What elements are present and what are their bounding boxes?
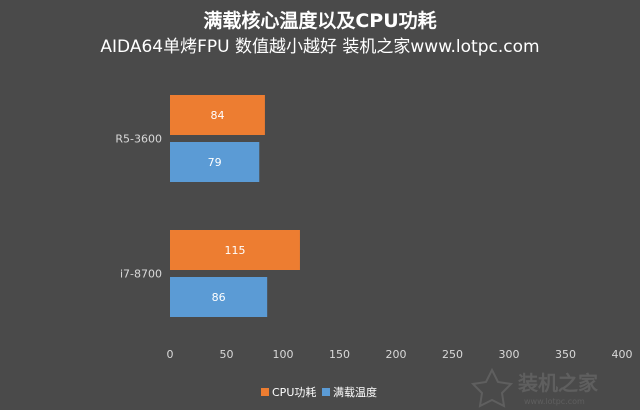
category-labels: R5-3600 i7-8700: [115, 133, 162, 281]
legend-label-load-temp: 满载温度: [333, 385, 377, 399]
x-tick-label: 350: [555, 348, 576, 361]
watermark-text: 装机之家: [517, 371, 599, 395]
chart-title: 满载核心温度以及CPU功耗: [203, 9, 436, 32]
bar-R5-3600-series-1: [170, 142, 260, 182]
x-tick-label: 150: [329, 348, 350, 361]
bar-value-label: 79: [208, 156, 222, 169]
x-tick-label: 400: [612, 348, 633, 361]
bar-R5-3600-series-0: [170, 95, 265, 135]
category-label: i7-8700: [120, 268, 162, 281]
x-tick-label: 0: [167, 348, 174, 361]
watermark-star-icon: [470, 367, 514, 408]
bars-group: 84 79 115 86: [170, 95, 300, 317]
legend: CPU功耗 满载温度: [261, 385, 377, 399]
x-tick-label: 250: [442, 348, 463, 361]
chart-subtitle: AIDA64单烤FPU 数值越小越好 装机之家www.lotpc.com: [100, 37, 539, 57]
x-tick-label: 300: [499, 348, 520, 361]
legend-label-cpu-power: CPU功耗: [272, 386, 316, 399]
legend-swatch-load-temp: [322, 388, 330, 396]
watermark: 装机之家 www.lotpc.com: [470, 367, 599, 408]
watermark-url: www.lotpc.com: [524, 397, 585, 406]
category-label: R5-3600: [115, 133, 162, 146]
bar-value-label: 86: [212, 291, 226, 304]
bar-value-label: 115: [224, 244, 245, 257]
bar-i7-8700-series-0: [170, 230, 300, 270]
x-axis-ticks: 0 50 100 150 200 250 300 350 400: [167, 348, 633, 361]
bar-value-label: 84: [210, 109, 224, 122]
x-tick-label: 50: [220, 348, 234, 361]
x-tick-label: 200: [386, 348, 407, 361]
bar-i7-8700-series-1: [170, 277, 268, 317]
legend-swatch-cpu-power: [261, 388, 269, 396]
x-tick-label: 100: [273, 348, 294, 361]
